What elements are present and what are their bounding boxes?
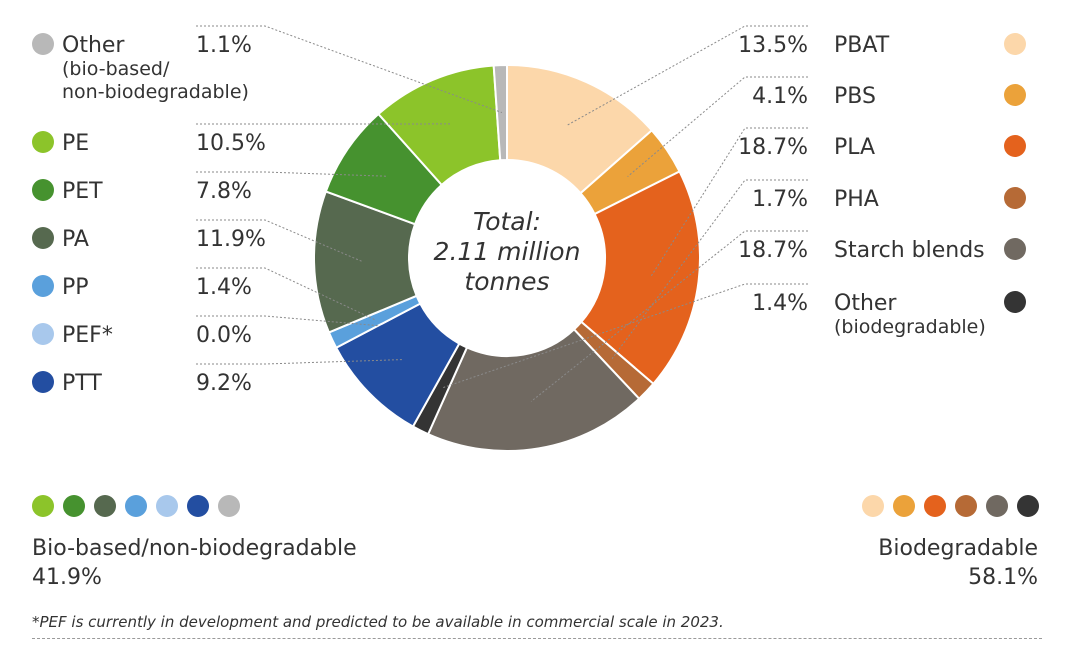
label-ptt: PTT bbox=[62, 371, 102, 396]
label-pbat: PBAT bbox=[834, 33, 890, 58]
value-pet: 7.8% bbox=[196, 179, 252, 204]
legend-dot-starch-blends bbox=[1004, 238, 1026, 260]
group-dot-pla bbox=[924, 495, 946, 517]
group-dot-ptt bbox=[187, 495, 209, 517]
group-pct-biodegradable: 58.1% bbox=[968, 565, 1038, 590]
value-pbs: 4.1% bbox=[752, 84, 808, 109]
group-dot-pet bbox=[63, 495, 85, 517]
value-other-biodegradable: 1.4% bbox=[752, 291, 808, 316]
legend-dot-pef bbox=[32, 323, 54, 345]
label-pa: PA bbox=[62, 227, 89, 252]
footnote-divider bbox=[32, 638, 1042, 639]
leader-lines bbox=[196, 25, 808, 402]
group-title-biobased: Bio-based/non-biodegradable bbox=[32, 536, 357, 561]
legend-dot-pla bbox=[1004, 135, 1026, 157]
label-other-bio-based-non-biodegradable: Other (bio-based/non-biodegradable) bbox=[62, 33, 249, 103]
leader-other-biodegradable bbox=[441, 283, 808, 389]
leader-pbat bbox=[566, 25, 808, 126]
value-pha: 1.7% bbox=[752, 187, 808, 212]
group-dot-other-bio-based-non-biodegradable bbox=[218, 495, 240, 517]
label-pet: PET bbox=[62, 179, 103, 204]
leader-pet bbox=[196, 171, 387, 177]
value-pef: 0.0% bbox=[196, 323, 252, 348]
center-text-line-2: 2.11 million bbox=[434, 237, 581, 266]
label-pef: PEF* bbox=[62, 323, 113, 348]
label-pla: PLA bbox=[834, 135, 875, 160]
group-dot-pef bbox=[156, 495, 178, 517]
value-other-bio-based-non-biodegradable: 1.1% bbox=[196, 33, 252, 58]
leader-pa bbox=[196, 219, 362, 262]
footnote: *PEF is currently in development and pre… bbox=[32, 613, 724, 631]
label-starch-blends: Starch blends bbox=[834, 238, 985, 263]
label-other-biodegradable: Other (biodegradable) bbox=[834, 291, 986, 338]
group-dot-pa bbox=[94, 495, 116, 517]
group-dot-pha bbox=[955, 495, 977, 517]
leader-ptt bbox=[196, 359, 403, 365]
center-text-line-3: tonnes bbox=[464, 267, 549, 296]
legend-dot-other-bio-based-non-biodegradable bbox=[32, 33, 54, 55]
leader-pha bbox=[611, 179, 808, 359]
value-ptt: 9.2% bbox=[196, 371, 252, 396]
group-dot-pbat bbox=[862, 495, 884, 517]
slice-pla bbox=[579, 170, 701, 386]
group-legend-dots bbox=[32, 495, 1039, 517]
group-dot-pp bbox=[125, 495, 147, 517]
slice-other-bio-based-non-biodegradable bbox=[492, 63, 508, 162]
value-pp: 1.4% bbox=[196, 275, 252, 300]
legend-dot-pp bbox=[32, 275, 54, 297]
group-title-biodegradable: Biodegradable bbox=[878, 536, 1038, 561]
legend-dot-pet bbox=[32, 179, 54, 201]
value-pe: 10.5% bbox=[196, 131, 266, 156]
leader-pp bbox=[196, 267, 376, 321]
value-pbat: 13.5% bbox=[738, 33, 808, 58]
group-dot-pbs bbox=[893, 495, 915, 517]
leader-starch-blends bbox=[530, 230, 808, 402]
group-pct-biobased: 41.9% bbox=[32, 565, 102, 590]
value-pa: 11.9% bbox=[196, 227, 266, 252]
slice-labels: PBAT 13.5% PBS 4.1% PLA 18.7% PHA 1.7% Starch bl… bbox=[32, 33, 1026, 396]
label-pbs: PBS bbox=[834, 84, 876, 109]
leader-pef bbox=[196, 315, 379, 327]
label-pha: PHA bbox=[834, 187, 879, 212]
value-pla: 18.7% bbox=[738, 135, 808, 160]
center-text-line-1: Total: bbox=[473, 207, 541, 236]
leader-pbs bbox=[627, 76, 808, 177]
donut-slices bbox=[313, 63, 701, 452]
legend-dot-pbs bbox=[1004, 84, 1026, 106]
legend-dot-pha bbox=[1004, 187, 1026, 209]
group-dot-pe bbox=[32, 495, 54, 517]
label-pp: PP bbox=[62, 275, 89, 300]
leader-pla bbox=[650, 127, 808, 277]
group-dot-starch-blends bbox=[986, 495, 1008, 517]
legend-dot-pe bbox=[32, 131, 54, 153]
legend-dot-ptt bbox=[32, 371, 54, 393]
leader-other-bio-based-non-biodegradable bbox=[196, 25, 503, 114]
legend-dot-other-biodegradable bbox=[1004, 291, 1026, 313]
value-starch-blends: 18.7% bbox=[738, 238, 808, 263]
legend-dot-pbat bbox=[1004, 33, 1026, 55]
legend-dot-pa bbox=[32, 227, 54, 249]
group-dot-other-biodegradable bbox=[1017, 495, 1039, 517]
label-pe: PE bbox=[62, 131, 89, 156]
slice-starch-blends bbox=[426, 328, 641, 452]
